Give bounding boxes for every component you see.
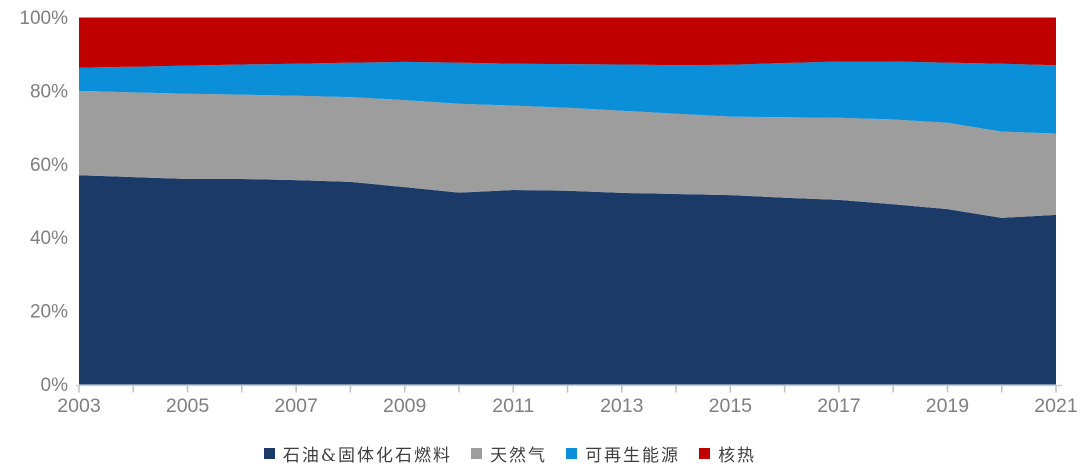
legend-item-oil-solid-fossil: 石油&固体化石燃料 <box>263 441 453 466</box>
x-axis-tick-label: 2003 <box>57 395 100 417</box>
legend-swatch-icon <box>263 448 275 459</box>
x-axis-tick-label: 2019 <box>926 395 969 417</box>
chart-legend: 石油&固体化石燃料 天然气 可再生能源 核热 <box>0 441 1020 466</box>
chart-plot-area: 0% 20% 40% 60% 80% 100% 2003 2005 2007 2009 2011 20… <box>19 8 1077 417</box>
legend-label: 核热 <box>718 446 757 466</box>
x-axis-tick-label: 2009 <box>383 395 426 417</box>
area-series-oil-solid-fossil <box>79 175 1056 385</box>
legend-item-nuclear-heat: 核热 <box>699 441 756 466</box>
y-axis-tick-label: 40% <box>30 228 68 249</box>
y-axis-tick-label: 0% <box>41 375 69 396</box>
x-axis-tick-label: 2013 <box>600 395 643 417</box>
y-axis-tick-label: 100% <box>19 8 68 29</box>
legend-label: 石油&固体化石燃料 <box>282 446 453 466</box>
legend-swatch-icon <box>471 448 483 459</box>
y-axis-tick-label: 60% <box>30 155 68 176</box>
area-series-nuclear-heat <box>79 17 1056 68</box>
x-axis-tick-label: 2011 <box>492 395 534 417</box>
y-axis-tick-label: 20% <box>30 302 68 323</box>
x-axis-tick-label: 2007 <box>274 395 317 417</box>
area-series-natural-gas <box>79 90 1056 218</box>
legend-label: 天然气 <box>490 446 548 466</box>
legend-item-natural-gas: 天然气 <box>471 441 547 466</box>
x-axis-tick-label: 2021 <box>1034 395 1077 417</box>
x-axis-tick-label: 2005 <box>166 395 210 417</box>
legend-swatch-icon <box>566 448 578 459</box>
area-series-renewables <box>79 61 1056 134</box>
y-axis-tick-label: 80% <box>30 81 68 102</box>
x-axis-tick-label: 2015 <box>709 395 753 417</box>
legend-label: 可再生能源 <box>585 446 681 466</box>
legend-item-renewables: 可再生能源 <box>566 441 680 466</box>
x-axis-tick-label: 2017 <box>817 395 860 417</box>
legend-swatch-icon <box>699 448 711 459</box>
